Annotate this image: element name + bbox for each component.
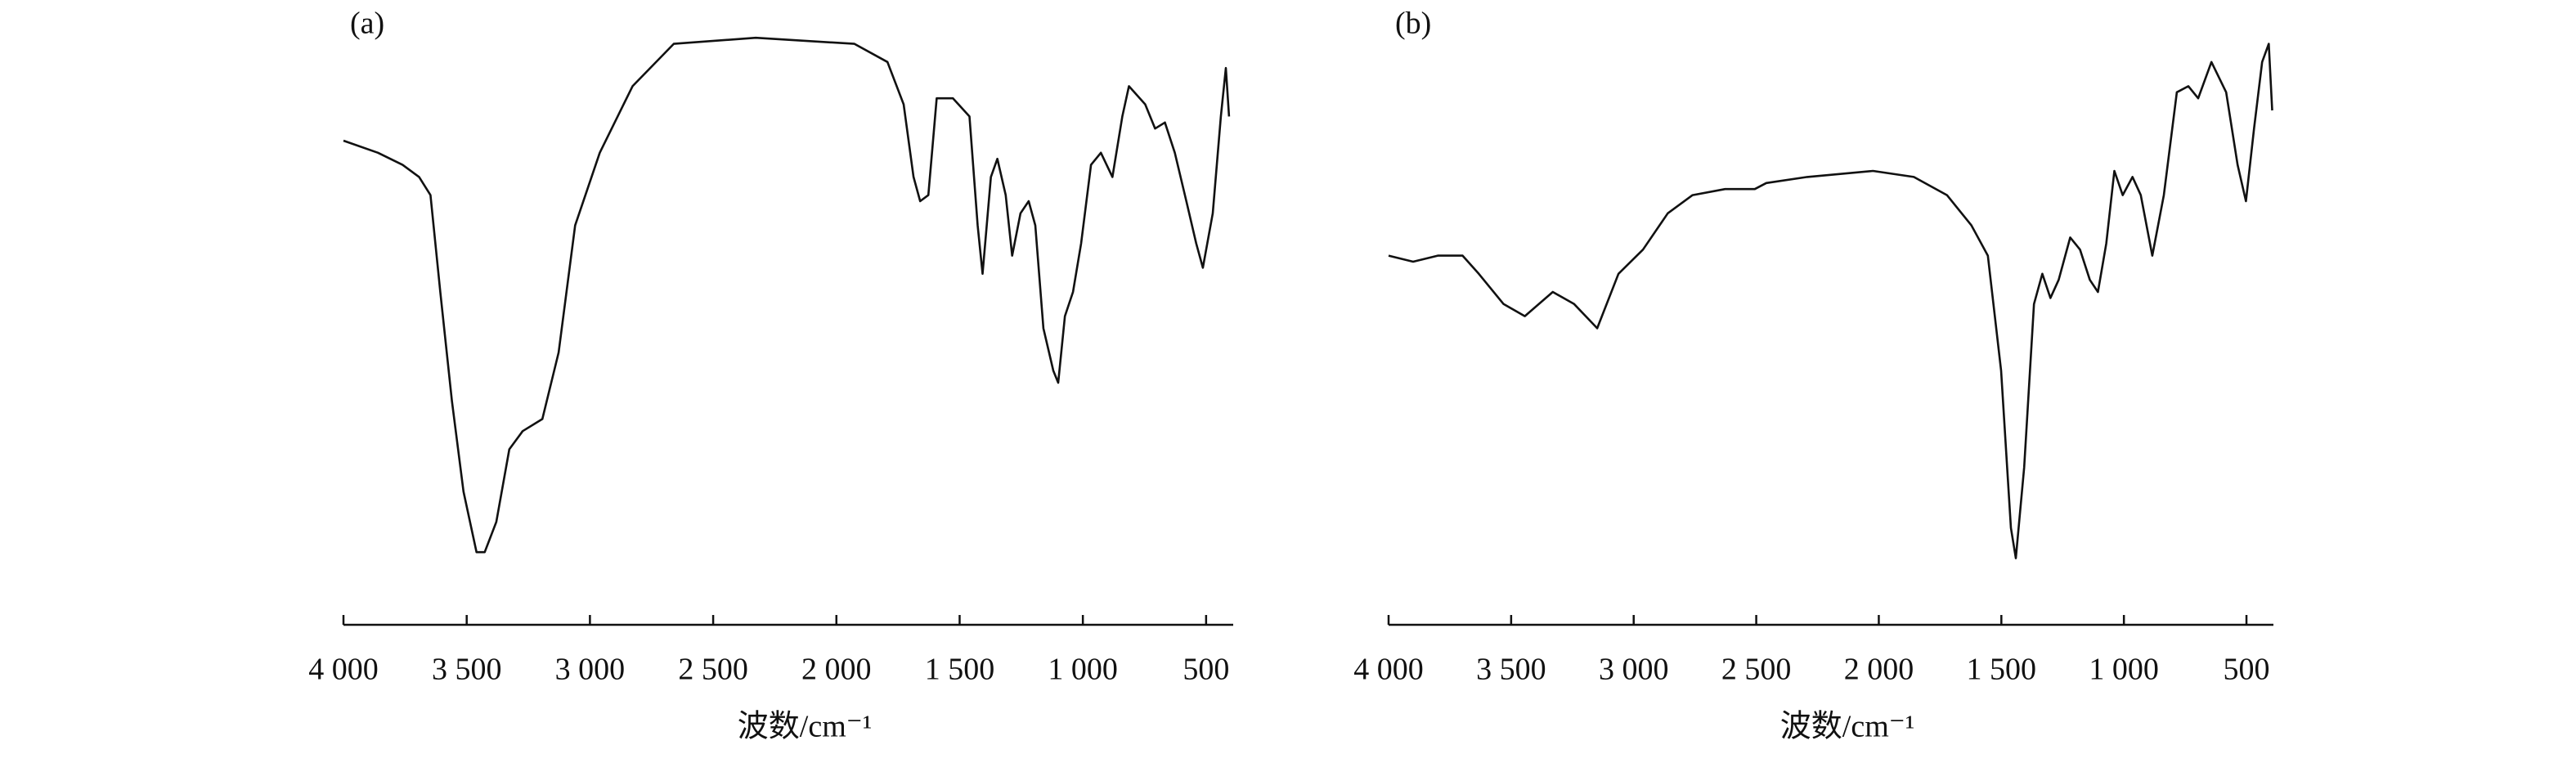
x-tick-label: 2 000 [801,653,872,687]
x-tick-label: 3 500 [432,653,502,687]
x-tick-label: 500 [2224,653,2270,687]
x-tick-label: 1 500 [925,653,995,687]
x-tick-label: 4 000 [308,653,379,687]
x-tick-label: 1 000 [1048,653,1118,687]
x-tick-label: 1 500 [1967,653,2037,687]
panel-label: (a) [350,7,384,41]
spectrum-line [343,36,1231,554]
x-tick-label: 3 500 [1476,653,1546,687]
x-tick-label: 2 500 [1721,653,1792,687]
x-tick-label: 3 000 [1599,653,1669,687]
panel-label: (b) [1395,7,1431,41]
x-tick-label: 2 000 [1844,653,1914,687]
x-tick-label: 1 000 [2089,653,2159,687]
x-tick-label: 4 000 [1353,653,1424,687]
x-axis-label: 波数/cm⁻¹ [738,710,872,744]
spectrum-line [1388,43,2273,559]
x-tick-label: 500 [1183,653,1229,687]
x-tick-label: 2 500 [678,653,748,687]
x-axis-label: 波数/cm⁻¹ [1780,710,1914,744]
x-tick-label: 3 000 [555,653,626,687]
